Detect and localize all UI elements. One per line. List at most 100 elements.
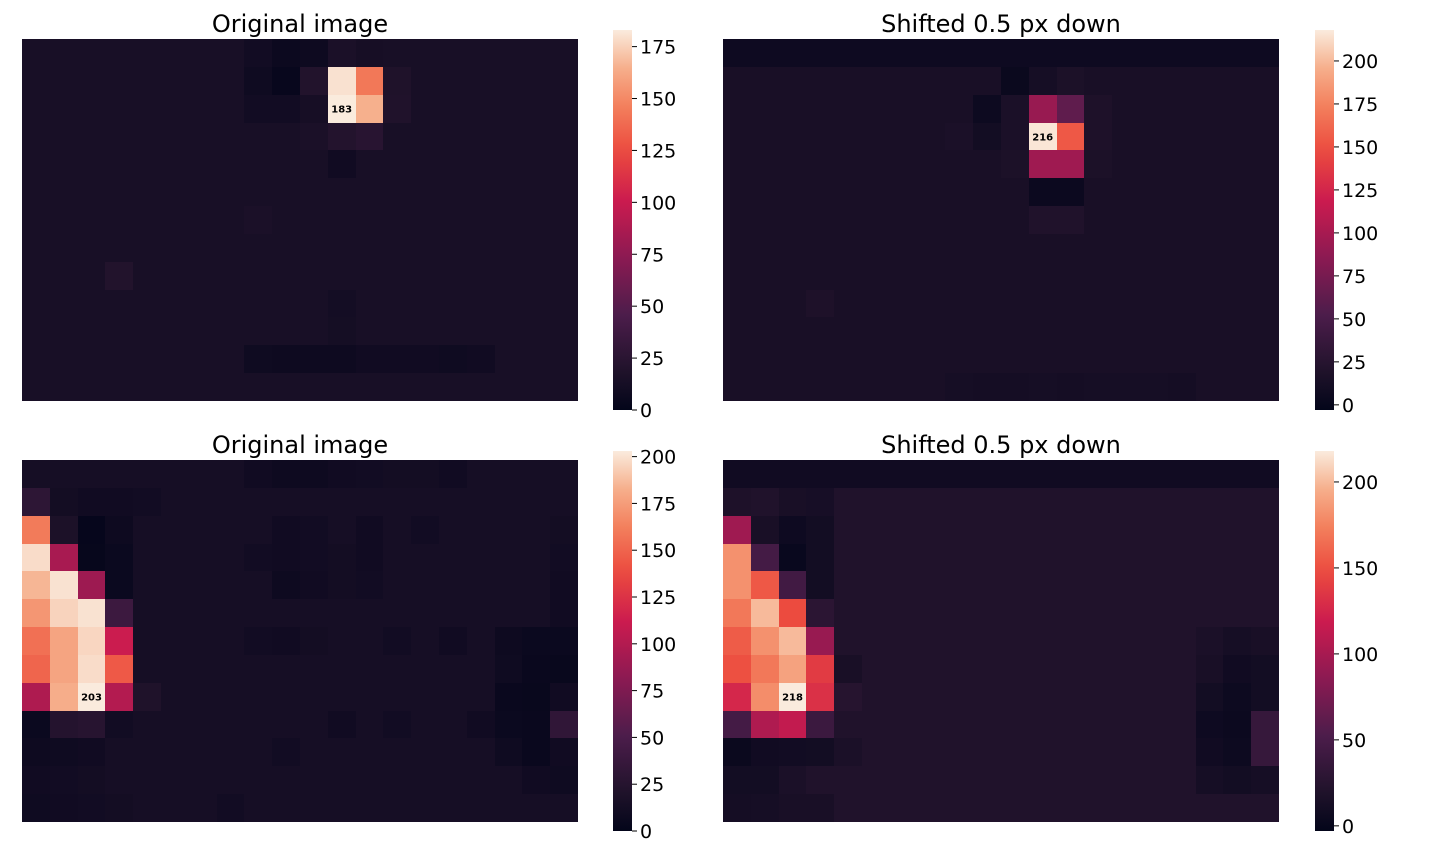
heatmap-cell: [495, 683, 522, 711]
heatmap-cell: [50, 627, 78, 655]
heatmap-cell: [890, 488, 918, 516]
heatmap-cell: [1084, 290, 1112, 317]
heatmap-cell: [1223, 683, 1251, 711]
heatmap-cell: [1084, 123, 1112, 150]
heatmap-cell: [133, 599, 161, 627]
heatmap-cell: [1084, 373, 1112, 401]
heatmap-cell: [495, 317, 522, 345]
heatmap-cell: [300, 794, 328, 822]
heatmap-cell: [244, 290, 272, 317]
colorbar-tick-label: 150: [640, 89, 676, 111]
heatmap-cell: [945, 655, 973, 683]
heatmap-cell: [1196, 711, 1223, 738]
heatmap-cell: [383, 317, 411, 345]
heatmap-cell: [439, 345, 467, 373]
heatmap-cell: [973, 345, 1001, 373]
heatmap-cell: [806, 345, 834, 373]
heatmap-cell: [495, 39, 522, 67]
heatmap-cell: [1112, 95, 1140, 123]
heatmap-cell: [22, 488, 50, 516]
heatmap-cell: [411, 516, 439, 544]
heatmap-cell: [723, 39, 751, 67]
heatmap-cell: [1001, 373, 1029, 401]
heatmap-cell: [550, 67, 578, 95]
heatmap-cell: [217, 95, 244, 123]
heatmap-cell: [439, 571, 467, 599]
heatmap-cell: [945, 683, 973, 711]
heatmap-cell: [1057, 655, 1084, 683]
heatmap-cell: [272, 738, 300, 766]
heatmap-cell: [1251, 373, 1279, 401]
heatmap-cell: [1112, 178, 1140, 206]
heatmap-cell: [22, 738, 50, 766]
heatmap-cell: [1196, 95, 1223, 123]
heatmap-cell: [383, 683, 411, 711]
heatmap-cell: [78, 683, 105, 711]
heatmap-cell: [1029, 683, 1057, 711]
heatmap-cell: [495, 460, 522, 488]
heatmap-cell: [272, 345, 300, 373]
heatmap-cell: [1112, 516, 1140, 544]
heatmap-cell: [723, 262, 751, 290]
heatmap-cell: [779, 655, 806, 683]
heatmap-cell: [1168, 67, 1196, 95]
heatmap-cell: [356, 460, 383, 488]
heatmap-cell: [439, 766, 467, 794]
heatmap-cell: [467, 627, 495, 655]
heatmap-cell: [945, 290, 973, 317]
heatmap-cell: [1001, 516, 1029, 544]
heatmap-cell: [550, 794, 578, 822]
heatmap-cell: [806, 627, 834, 655]
heatmap-cell: [189, 290, 217, 317]
heatmap-cell: [1251, 317, 1279, 345]
heatmap-cell: [862, 766, 890, 794]
heatmap-cell: [22, 683, 50, 711]
heatmap-cell: [217, 290, 244, 317]
heatmap-cell: [918, 460, 945, 488]
heatmap-cell: [1057, 150, 1084, 178]
heatmap-cell: [973, 516, 1001, 544]
heatmap-cell: [862, 738, 890, 766]
heatmap-cell: [890, 67, 918, 95]
heatmap-cell: [244, 345, 272, 373]
heatmap-cell: [918, 655, 945, 683]
heatmap-cell: [105, 317, 133, 345]
colorbar-tick-label: 25: [640, 348, 664, 370]
heatmap-cell: [244, 794, 272, 822]
heatmap-cell: [779, 290, 806, 317]
heatmap-cell: [1196, 123, 1223, 150]
heatmap-cell: [973, 234, 1001, 262]
heatmap-cell: [22, 39, 50, 67]
cell-annotation: 203: [81, 693, 102, 704]
heatmap-cell: [918, 345, 945, 373]
heatmap-cell: [1168, 262, 1196, 290]
heatmap-cell: [1140, 178, 1168, 206]
heatmap-cell: [495, 516, 522, 544]
heatmap-cell: [244, 488, 272, 516]
heatmap-cell: [751, 345, 779, 373]
heatmap-cell: [356, 599, 383, 627]
heatmap-cell: [244, 67, 272, 95]
heatmap-cell: [383, 373, 411, 401]
heatmap-cell: [133, 683, 161, 711]
heatmap-cell: [467, 150, 495, 178]
heatmap-cell: [1196, 544, 1223, 571]
colorbar-tick-label: 75: [1342, 266, 1366, 288]
heatmap-cell: [1223, 738, 1251, 766]
heatmap-cell: [439, 460, 467, 488]
heatmap-cell: [890, 150, 918, 178]
heatmap-cell: [467, 317, 495, 345]
heatmap-cell: [522, 544, 550, 571]
heatmap-cell: [1140, 711, 1168, 738]
heatmap-cell: [945, 460, 973, 488]
heatmap-cell: [161, 488, 189, 516]
heatmap-cell: [1223, 488, 1251, 516]
heatmap-cell: [383, 262, 411, 290]
heatmap-cell: [1251, 794, 1279, 822]
heatmap-cell: [918, 317, 945, 345]
heatmap-cell: [467, 599, 495, 627]
heatmap-cell: [1140, 67, 1168, 95]
heatmap-cell: [161, 39, 189, 67]
heatmap-cell: [328, 150, 356, 178]
heatmap-cell: [1251, 67, 1279, 95]
